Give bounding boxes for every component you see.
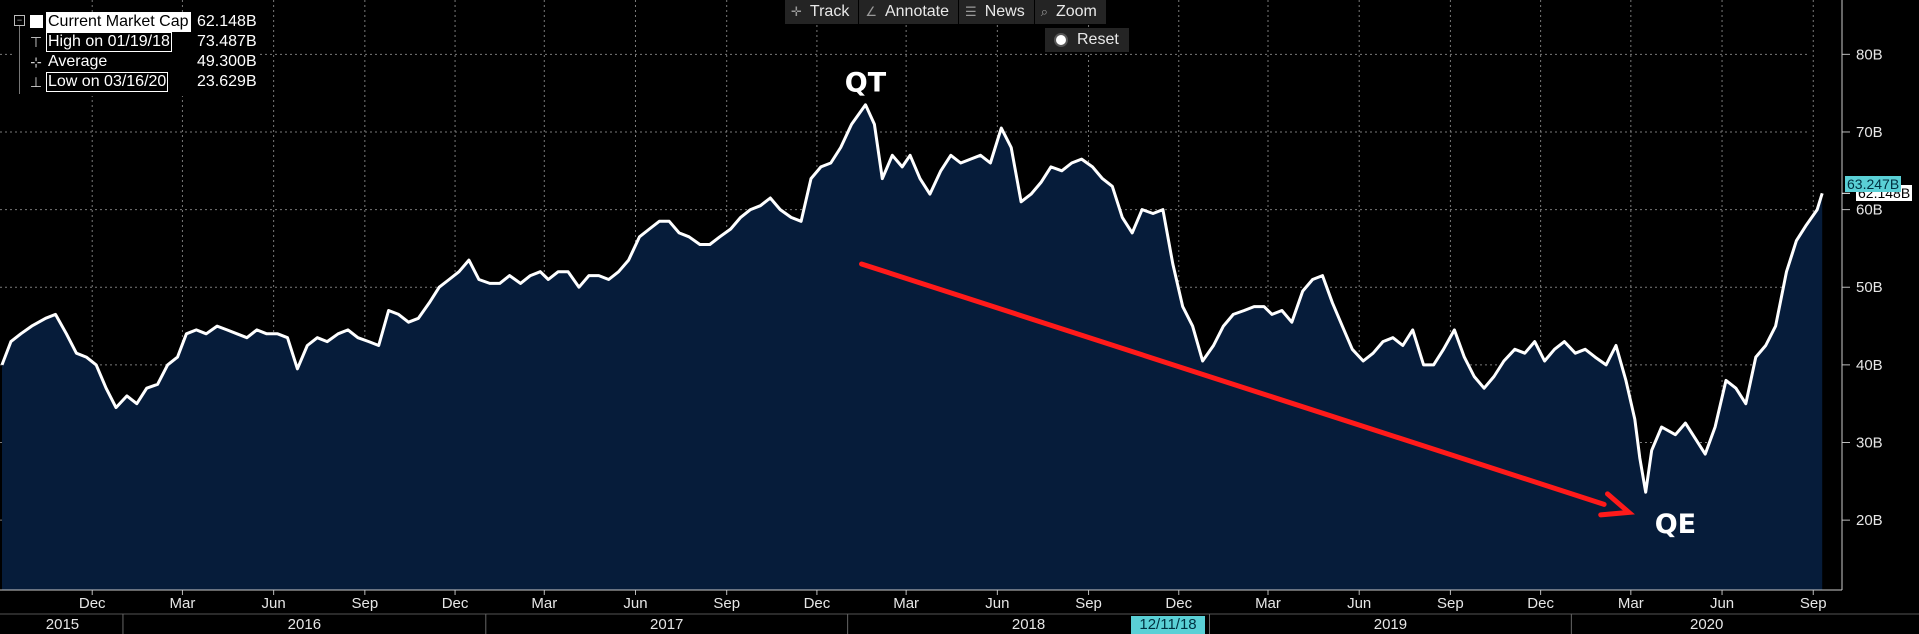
series-swatch-icon (30, 15, 43, 28)
y-tick-label: 60B (1856, 202, 1883, 219)
track-label: Track (809, 3, 850, 20)
low-marker-icon: ⊥ (29, 74, 43, 90)
market-cap-line (0, 103, 1824, 494)
x-tick-label: Dec (79, 595, 106, 612)
year-label: 2018 (1012, 616, 1045, 633)
legend-row-average: ⊹ Average 49.300B (12, 52, 257, 72)
x-tick-label: Jun (262, 595, 286, 612)
average-marker-icon: ⊹ (30, 54, 42, 70)
x-tick-label: Sep (1800, 595, 1827, 612)
x-tick-label: Mar (1255, 595, 1281, 612)
y-tick-label: 20B (1856, 512, 1883, 529)
news-button[interactable]: ☰ News (959, 0, 1035, 24)
y-tick-label: 30B (1856, 435, 1883, 452)
y-tick-label: 50B (1856, 279, 1883, 296)
legend-label: Current Market Cap (46, 12, 191, 32)
x-tick-label: Sep (351, 595, 378, 612)
legend-value: 73.487B (197, 33, 257, 50)
legend-value: 23.629B (197, 73, 257, 90)
x-tick-label: Dec (1165, 595, 1192, 612)
x-tick-label: Jun (985, 595, 1009, 612)
chart-toolbar: ✛ Track ∠ Annotate ☰ News ⌕ Zoom (785, 0, 1107, 24)
y-axis: 20B 30B 40B 50B 60B 70B 80B (1841, 0, 1883, 590)
chart-annotations: QT QE (845, 68, 1696, 541)
legend-label: Low on 03/16/20 (46, 72, 169, 92)
market-cap-area-fill (2, 104, 1823, 591)
zoom-button[interactable]: ⌕ Zoom (1034, 0, 1107, 24)
pencil-icon: ∠ (865, 4, 877, 19)
reset-label: Reset (1077, 31, 1119, 48)
y-tick-label: 70B (1856, 124, 1883, 141)
magnifier-icon: ⌕ (1040, 4, 1048, 19)
annotate-label: Annotate (884, 3, 950, 20)
track-button[interactable]: ✛ Track (785, 0, 860, 24)
x-axis: Dec Mar Jun Sep Dec Mar Jun Sep Dec Mar Jun Sep Dec M… (0, 589, 1919, 634)
legend-value: 49.300B (197, 53, 257, 70)
annotation-qt: QT (845, 68, 887, 99)
legend-row-low: ⊥ Low on 03/16/20 23.629B (12, 72, 257, 92)
year-label: 2017 (650, 616, 683, 633)
news-label: News (984, 3, 1025, 20)
year-label: 2020 (1690, 616, 1723, 633)
x-tick-label: Dec (1527, 595, 1554, 612)
year-label: 2016 (288, 616, 321, 633)
x-tick-label: Mar (893, 595, 919, 612)
latest-value-tag: 63.247B (1845, 176, 1902, 192)
high-marker-icon: ⊤ (29, 34, 43, 50)
x-tick-label: Mar (1618, 595, 1644, 612)
y-tick-label: 40B (1856, 357, 1883, 374)
x-tick-label: Jun (623, 595, 647, 612)
legend-tree-line (19, 26, 20, 94)
legend-row-current: Current Market Cap 62.148B (12, 12, 257, 32)
x-tick-label: Mar (531, 595, 557, 612)
arrow-head (1598, 491, 1635, 518)
arrow-shaft (859, 261, 1607, 507)
x-tick-label: Sep (1075, 595, 1102, 612)
y-tick-label: 80B (1856, 46, 1883, 63)
crosshair-date-tag: 12/11/18 (1131, 616, 1205, 634)
x-tick-label: Sep (1437, 595, 1464, 612)
chart-legend: − Current Market Cap 62.148B ⊤ High on 0… (12, 12, 257, 96)
news-list-icon: ☰ (965, 4, 977, 19)
crosshair-icon: ✛ (791, 4, 802, 19)
x-tick-label: Mar (170, 595, 196, 612)
x-tick-label: Dec (804, 595, 831, 612)
legend-label: High on 01/19/18 (46, 32, 172, 52)
x-tick-label: Dec (442, 595, 469, 612)
legend-collapse-icon[interactable]: − (14, 15, 25, 26)
annotate-button[interactable]: ∠ Annotate (859, 0, 960, 24)
trend-arrow (859, 261, 1635, 518)
x-tick-label: Sep (713, 595, 740, 612)
reset-button[interactable]: Reset (1045, 28, 1129, 52)
annotation-qe: QE (1655, 509, 1696, 540)
legend-label: Average (48, 53, 108, 70)
x-tick-label: Jun (1710, 595, 1734, 612)
year-label: 2015 (46, 616, 79, 633)
reset-radio-icon (1054, 33, 1068, 47)
legend-value: 62.148B (197, 13, 257, 30)
legend-average-bar (120, 54, 196, 71)
x-tick-label: Jun (1347, 595, 1371, 612)
zoom-label: Zoom (1055, 3, 1097, 20)
legend-row-high: ⊤ High on 01/19/18 73.487B (12, 32, 257, 52)
year-label: 2019 (1374, 616, 1407, 633)
